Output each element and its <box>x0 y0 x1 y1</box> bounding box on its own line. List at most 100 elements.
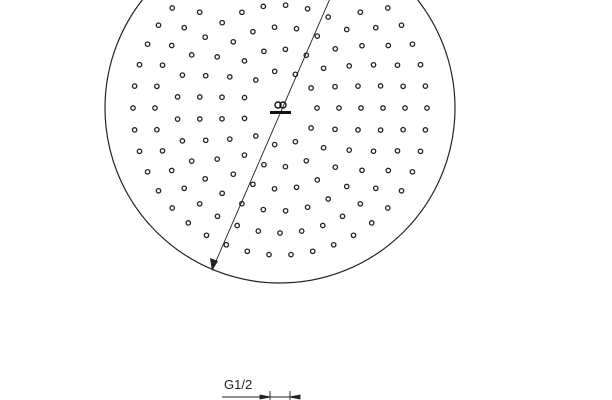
nozzle <box>255 228 262 234</box>
nozzle <box>417 148 424 155</box>
nozzle <box>304 5 311 12</box>
nozzle <box>144 41 151 48</box>
nozzle <box>219 94 225 101</box>
nozzle <box>241 94 248 101</box>
nozzle <box>203 232 210 239</box>
nozzle <box>304 204 311 211</box>
nozzle <box>332 164 339 171</box>
nozzle <box>308 85 314 91</box>
nozzle <box>214 54 221 60</box>
nozzle <box>226 136 233 142</box>
nozzle <box>314 33 321 39</box>
nozzle <box>409 168 416 175</box>
nozzle <box>314 105 320 111</box>
nozzle <box>357 9 364 16</box>
nozzle <box>174 116 181 122</box>
nozzle <box>298 228 305 234</box>
nozzle <box>202 34 209 41</box>
nozzle <box>282 46 289 53</box>
dimension-label: G1/2 <box>224 377 252 392</box>
nozzle <box>155 187 162 194</box>
nozzle <box>185 220 192 226</box>
nozzle <box>384 5 391 11</box>
nozzle <box>159 62 166 69</box>
nozzle <box>250 28 256 35</box>
nozzle <box>230 38 237 45</box>
nozzle <box>368 220 375 226</box>
nozzle <box>336 105 342 111</box>
nozzle <box>359 167 365 174</box>
nozzle <box>241 152 248 158</box>
nozzle <box>372 24 379 31</box>
nozzle <box>370 148 377 155</box>
dimension-marks <box>222 391 301 400</box>
nozzle <box>152 105 158 111</box>
nozzle <box>346 147 353 153</box>
nozzle <box>230 171 237 178</box>
nozzle <box>422 127 429 133</box>
nozzle <box>282 207 289 214</box>
nozzle <box>188 52 195 58</box>
nozzle <box>417 61 424 68</box>
nozzle <box>384 205 391 211</box>
nozzle <box>319 222 326 229</box>
nozzle <box>308 125 314 131</box>
nozzle <box>292 138 299 145</box>
diameter-arrow <box>210 258 218 271</box>
nozzle <box>282 2 289 9</box>
nozzle <box>130 105 136 111</box>
nozzle <box>332 45 339 52</box>
nozzle <box>377 127 384 133</box>
nozzle <box>239 9 245 16</box>
nozzle <box>370 61 377 68</box>
nozzle <box>181 24 188 31</box>
nozzle <box>330 241 337 248</box>
nozzle <box>346 63 353 69</box>
nozzle <box>394 147 401 154</box>
nozzle <box>234 222 241 229</box>
nozzle <box>293 184 300 191</box>
nozzle <box>154 126 160 133</box>
nozzle <box>250 181 256 188</box>
nozzle <box>309 248 316 255</box>
nozzle <box>181 185 188 192</box>
nozzle <box>372 185 379 192</box>
nozzle <box>214 156 221 162</box>
nozzle <box>355 127 361 133</box>
nozzle <box>394 62 401 69</box>
nozzle <box>214 213 221 220</box>
nozzle <box>355 83 361 89</box>
nozzle <box>252 77 259 83</box>
nozzle <box>174 94 181 100</box>
nozzle <box>339 213 346 220</box>
nozzle <box>131 83 138 89</box>
nozzle <box>271 185 278 192</box>
nozzle <box>244 248 251 255</box>
nozzle <box>358 105 364 111</box>
nozzle <box>288 251 294 258</box>
nozzle <box>260 206 267 213</box>
nozzle <box>155 22 162 29</box>
diameter-line <box>212 0 330 269</box>
nozzle <box>154 83 160 90</box>
nozzle <box>202 137 209 144</box>
nozzle <box>359 42 365 49</box>
nozzle <box>271 68 278 75</box>
nozzle <box>409 41 416 48</box>
nozzle <box>144 168 151 175</box>
nozzle <box>261 48 267 55</box>
nozzle <box>380 105 386 111</box>
nozzle <box>179 138 186 144</box>
nozzle <box>241 115 248 122</box>
nozzle <box>168 42 175 49</box>
nozzle <box>400 126 406 133</box>
nozzle <box>223 241 230 248</box>
nozzle <box>343 183 350 190</box>
nozzle <box>422 83 429 89</box>
nozzle <box>131 127 138 133</box>
nozzle <box>169 205 176 211</box>
nozzle-pattern <box>130 2 430 258</box>
nozzle <box>260 3 267 10</box>
nozzle <box>424 105 430 111</box>
